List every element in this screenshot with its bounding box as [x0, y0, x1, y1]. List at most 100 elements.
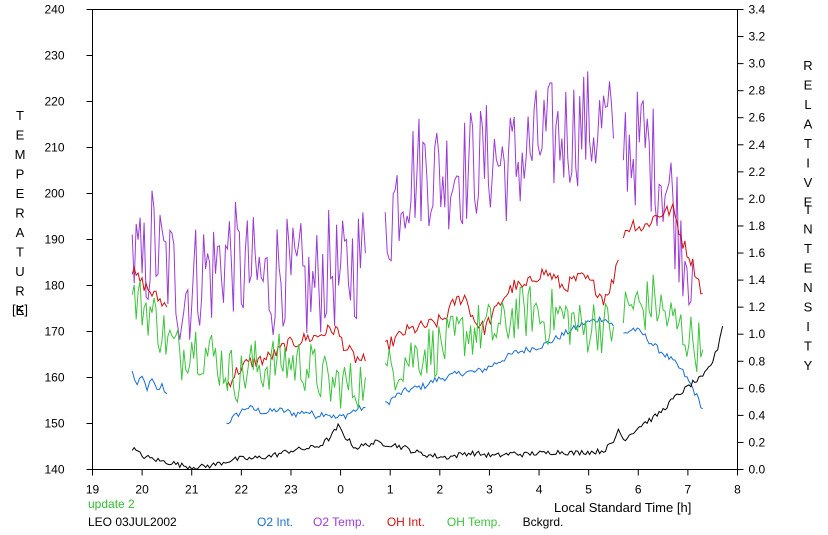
right-tick-label: 1.6	[749, 246, 766, 260]
series-oh-int-line	[622, 201, 703, 295]
x-tick-label: 8	[734, 483, 741, 497]
series-oh-int-line	[131, 265, 168, 308]
legend-item: OH Int.	[386, 515, 425, 529]
right-axis-label: T	[804, 136, 812, 151]
left-axis-label: E	[16, 186, 25, 201]
series-o2-temp-line	[384, 71, 614, 262]
legend-item: OH Temp.	[446, 515, 501, 529]
series-oh-temp-line	[131, 281, 366, 409]
right-axis-label: Y	[804, 358, 813, 373]
legend-item: Bckgrd.	[522, 515, 564, 529]
right-axis-label: N	[803, 222, 812, 237]
right-axis-label: I	[806, 156, 810, 171]
axis-layer: 1401501601701801902002102202302400.00.20…	[12, 3, 813, 497]
series-oh-int-line	[226, 324, 366, 389]
right-tick-label: 3.0	[749, 57, 766, 71]
left-axis-label: E	[16, 128, 25, 143]
x-tick-label: 1	[387, 483, 394, 497]
left-axis-label: E	[16, 303, 25, 318]
right-tick-label: 2.2	[749, 165, 766, 179]
left-tick-label: 160	[44, 371, 64, 385]
left-axis-label: R	[15, 206, 24, 221]
left-axis-label: R	[15, 284, 24, 299]
left-tick-label: 150	[44, 417, 64, 431]
right-tick-label: 0.8	[749, 354, 766, 368]
right-axis-label: E	[804, 261, 813, 276]
x-tick-label: 6	[635, 483, 642, 497]
update-label: update 2	[88, 497, 135, 511]
x-tick-label: 7	[685, 483, 692, 497]
series-o2-int-line	[385, 315, 614, 406]
series-o2-int-line	[226, 404, 366, 425]
x-tick-label: 19	[86, 483, 100, 497]
series-layer	[131, 71, 724, 470]
left-tick-label: 190	[44, 233, 64, 247]
right-tick-label: 3.4	[749, 3, 766, 17]
x-tick-label: 21	[185, 483, 199, 497]
series-o2-int-line	[623, 327, 703, 410]
x-tick-label: 3	[486, 483, 493, 497]
left-tick-label: 210	[44, 141, 64, 155]
right-tick-label: 0.4	[749, 408, 766, 422]
left-tick-label: 220	[44, 95, 64, 109]
right-axis-label: E	[804, 195, 813, 210]
legend: O2 Int. O2 Temp. OH Int. OH Temp. Bckgrd.	[257, 515, 563, 529]
right-tick-label: 2.6	[749, 111, 766, 125]
right-axis-label: S	[804, 300, 813, 315]
left-axis-label: T	[16, 108, 24, 123]
x-tick-label: 2	[436, 483, 443, 497]
x-tick-label: 20	[135, 483, 149, 497]
right-tick-label: 0.2	[749, 435, 766, 449]
right-tick-label: 2.8	[749, 84, 766, 98]
left-axis-unit: [K]	[12, 302, 28, 317]
left-tick-label: 140	[44, 463, 64, 477]
right-tick-label: 2.4	[749, 138, 766, 152]
right-tick-label: 1.4	[749, 273, 766, 287]
x-tick-label: 22	[235, 483, 249, 497]
left-tick-label: 230	[44, 49, 64, 63]
left-tick-label: 240	[44, 3, 64, 17]
left-axis-label: U	[15, 264, 24, 279]
series-oh-temp-line	[622, 274, 704, 372]
left-tick-label: 180	[44, 279, 64, 293]
series-o2-temp-line	[622, 91, 694, 307]
series-o2-temp-line	[131, 190, 366, 340]
series-bckgrd-line	[131, 325, 724, 470]
left-axis-label: M	[15, 147, 26, 162]
site-date-label: LEO 03JUL2002	[88, 515, 177, 529]
right-axis-label: R	[803, 58, 812, 73]
right-tick-label: 0.0	[749, 463, 766, 477]
left-axis-label: P	[16, 167, 25, 182]
xaxis-label: Local Standard Time [h]	[554, 500, 692, 515]
plot-frame	[92, 9, 738, 470]
right-axis-label: I	[806, 319, 810, 334]
right-tick-label: 0.6	[749, 381, 766, 395]
x-tick-label: 23	[284, 483, 298, 497]
right-axis-label: L	[804, 97, 811, 112]
series-oh-int-line	[384, 259, 619, 352]
right-axis-label: I	[806, 202, 810, 217]
right-axis-label: V	[804, 175, 813, 190]
right-axis-label: N	[803, 280, 812, 295]
left-axis-label: T	[16, 245, 24, 260]
left-tick-label: 170	[44, 325, 64, 339]
x-tick-label: 5	[585, 483, 592, 497]
right-axis-label: T	[804, 339, 812, 354]
x-tick-label: 0	[337, 483, 344, 497]
x-tick-label: 4	[536, 483, 543, 497]
series-o2-int-line	[131, 370, 168, 395]
left-tick-label: 200	[44, 187, 64, 201]
right-tick-label: 1.0	[749, 327, 766, 341]
legend-item: O2 Int.	[257, 515, 294, 529]
right-tick-label: 2.0	[749, 192, 766, 206]
legend-item: O2 Temp.	[313, 515, 365, 529]
left-axis-label: A	[16, 225, 25, 240]
right-tick-label: 1.2	[749, 300, 766, 314]
right-axis-label: E	[804, 78, 813, 93]
right-tick-label: 3.2	[749, 30, 766, 44]
series-oh-temp-line	[384, 285, 614, 391]
right-axis-label: T	[804, 241, 812, 256]
right-axis-label: A	[804, 117, 813, 132]
right-tick-label: 1.8	[749, 219, 766, 233]
